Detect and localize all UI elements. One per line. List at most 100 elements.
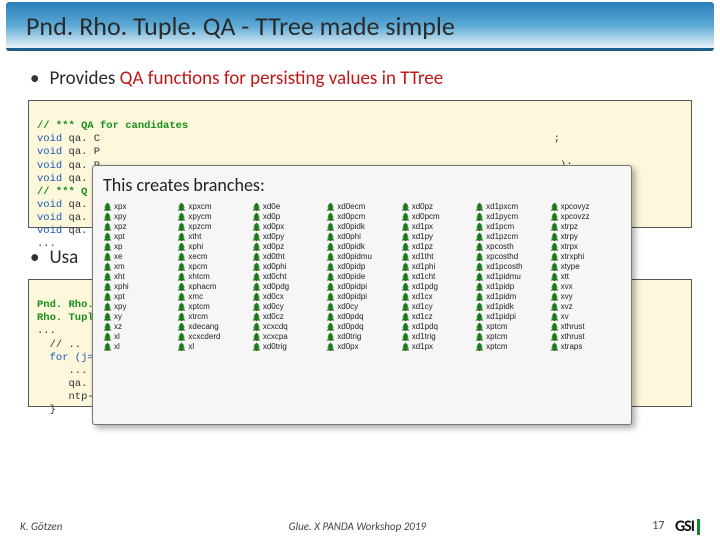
branch-item[interactable]: xphacm [177, 282, 248, 291]
branch-item[interactable]: xpt [103, 232, 174, 241]
branch-item[interactable]: xd0pdg [252, 282, 323, 291]
branch-item[interactable]: xtrcm [177, 312, 248, 321]
branch-item[interactable]: xd0pcm [401, 212, 472, 221]
branch-item[interactable]: xphi [103, 282, 174, 291]
branch-item[interactable]: xd1pycm [475, 212, 546, 221]
branch-item[interactable]: xd0pidmu [326, 252, 397, 261]
branch-item[interactable]: xpxcm [177, 202, 248, 211]
branch-item[interactable]: xv [550, 312, 621, 321]
branch-item[interactable]: xy [103, 312, 174, 321]
branch-item[interactable]: xthrust [550, 322, 621, 331]
branch-item[interactable]: xd1px [401, 342, 472, 351]
branch-item[interactable]: xd0cy [252, 302, 323, 311]
branch-item[interactable]: xd1trig [401, 332, 472, 341]
branch-item[interactable]: xvz [550, 302, 621, 311]
branch-item[interactable]: xht [103, 272, 174, 281]
branch-item[interactable]: xcxcpa [252, 332, 323, 341]
branch-item[interactable]: xd1phi [401, 262, 472, 271]
branch-item[interactable]: xptcm [475, 342, 546, 351]
branch-item[interactable]: xl [177, 342, 248, 351]
branch-item[interactable]: xd1pidmu [475, 272, 546, 281]
branch-item[interactable]: xl [103, 342, 174, 351]
branch-item[interactable]: xd1pidk [475, 302, 546, 311]
branch-item[interactable]: xd1cx [401, 292, 472, 301]
branch-item[interactable]: xpzcm [177, 222, 248, 231]
branch-item[interactable]: xd1pdq [401, 322, 472, 331]
branch-item[interactable]: xd0pdq [326, 322, 397, 331]
branch-item[interactable]: xd1cht [401, 272, 472, 281]
branch-item[interactable]: xe [103, 252, 174, 261]
branch-item[interactable]: xd1pz [401, 242, 472, 251]
branch-item[interactable]: xd0phi [252, 262, 323, 271]
branch-item[interactable]: xd0pdq [326, 312, 397, 321]
branch-item[interactable]: xmc [177, 292, 248, 301]
branch-item[interactable]: xd1pcosth [475, 262, 546, 271]
branch-item[interactable]: xcxcderd [177, 332, 248, 341]
branch-item[interactable]: xecm [177, 252, 248, 261]
branch-item[interactable]: xd0pcm [326, 212, 397, 221]
branch-item[interactable]: xthrust [550, 332, 621, 341]
branch-item[interactable]: xdecang [177, 322, 248, 331]
branch-item[interactable]: xl [103, 332, 174, 341]
branch-item[interactable]: xd0cht [252, 272, 323, 281]
branch-item[interactable]: xpz [103, 222, 174, 231]
branch-item[interactable]: xpt [103, 292, 174, 301]
branch-item[interactable]: xd1pxcm [475, 202, 546, 211]
branch-item[interactable]: xtht [177, 232, 248, 241]
branch-item[interactable]: xd0pidpi [326, 282, 397, 291]
branch-item[interactable]: xd0pz [252, 242, 323, 251]
branch-item[interactable]: xd0tht [252, 252, 323, 261]
branch-item[interactable]: xd1pzcm [475, 232, 546, 241]
branch-item[interactable]: xd0cy [326, 302, 397, 311]
branch-item[interactable]: xvy [550, 292, 621, 301]
branch-item[interactable]: xd0pz [401, 202, 472, 211]
branch-item[interactable]: xd0p [252, 212, 323, 221]
branch-item[interactable]: xtrpx [550, 242, 621, 251]
branch-item[interactable]: xd0py [252, 232, 323, 241]
branch-item[interactable]: xpcovyz [550, 202, 621, 211]
branch-item[interactable]: xvx [550, 282, 621, 291]
branch-item[interactable]: xd0pidk [326, 242, 397, 251]
branch-item[interactable]: xd0pidp [326, 262, 397, 271]
branch-item[interactable]: xtype [550, 262, 621, 271]
branch-item[interactable]: xd0cx [252, 292, 323, 301]
branch-item[interactable]: xd0pide [326, 272, 397, 281]
branch-item[interactable]: xd0trig [252, 342, 323, 351]
branch-item[interactable]: xtrpy [550, 232, 621, 241]
branch-item[interactable]: xd1cz [401, 312, 472, 321]
branch-item[interactable]: xptcm [475, 332, 546, 341]
branch-item[interactable]: xd1pidp [475, 282, 546, 291]
branch-item[interactable]: xd0px [326, 342, 397, 351]
branch-item[interactable]: xpcosthd [475, 252, 546, 261]
branch-item[interactable]: xd0phi [326, 232, 397, 241]
branch-item[interactable]: xtt [550, 272, 621, 281]
branch-item[interactable]: xpcm [177, 262, 248, 271]
branch-item[interactable]: xptcm [475, 322, 546, 331]
branch-item[interactable]: xp [103, 242, 174, 251]
branch-item[interactable]: xd1cy [401, 302, 472, 311]
branch-item[interactable]: xd0pidpi [326, 292, 397, 301]
branch-item[interactable]: xd1pdg [401, 282, 472, 291]
branch-item[interactable]: xd0cz [252, 312, 323, 321]
branch-item[interactable]: xd1py [401, 232, 472, 241]
branch-item[interactable]: xhtcm [177, 272, 248, 281]
branch-item[interactable]: xd0trig [326, 332, 397, 341]
branch-item[interactable]: xtrxphi [550, 252, 621, 261]
branch-item[interactable]: xpx [103, 202, 174, 211]
branch-item[interactable]: xd0pidk [326, 222, 397, 231]
branch-item[interactable]: xz [103, 322, 174, 331]
branch-item[interactable]: xtrpz [550, 222, 621, 231]
branch-item[interactable]: xphi [177, 242, 248, 251]
branch-item[interactable]: xpy [103, 212, 174, 221]
branch-item[interactable]: xd1pidpi [475, 312, 546, 321]
branch-item[interactable]: xpycm [177, 212, 248, 221]
branch-item[interactable]: xd1pcm [475, 222, 546, 231]
branch-item[interactable]: xpcovzz [550, 212, 621, 221]
branch-item[interactable]: xpcosth [475, 242, 546, 251]
branch-item[interactable]: xd0ecm [326, 202, 397, 211]
branch-item[interactable]: xd0px [252, 222, 323, 231]
branch-item[interactable]: xd0e [252, 202, 323, 211]
branch-item[interactable]: xd1pidm [475, 292, 546, 301]
branch-item[interactable]: xptcm [177, 302, 248, 311]
branch-item[interactable]: xcxcdq [252, 322, 323, 331]
